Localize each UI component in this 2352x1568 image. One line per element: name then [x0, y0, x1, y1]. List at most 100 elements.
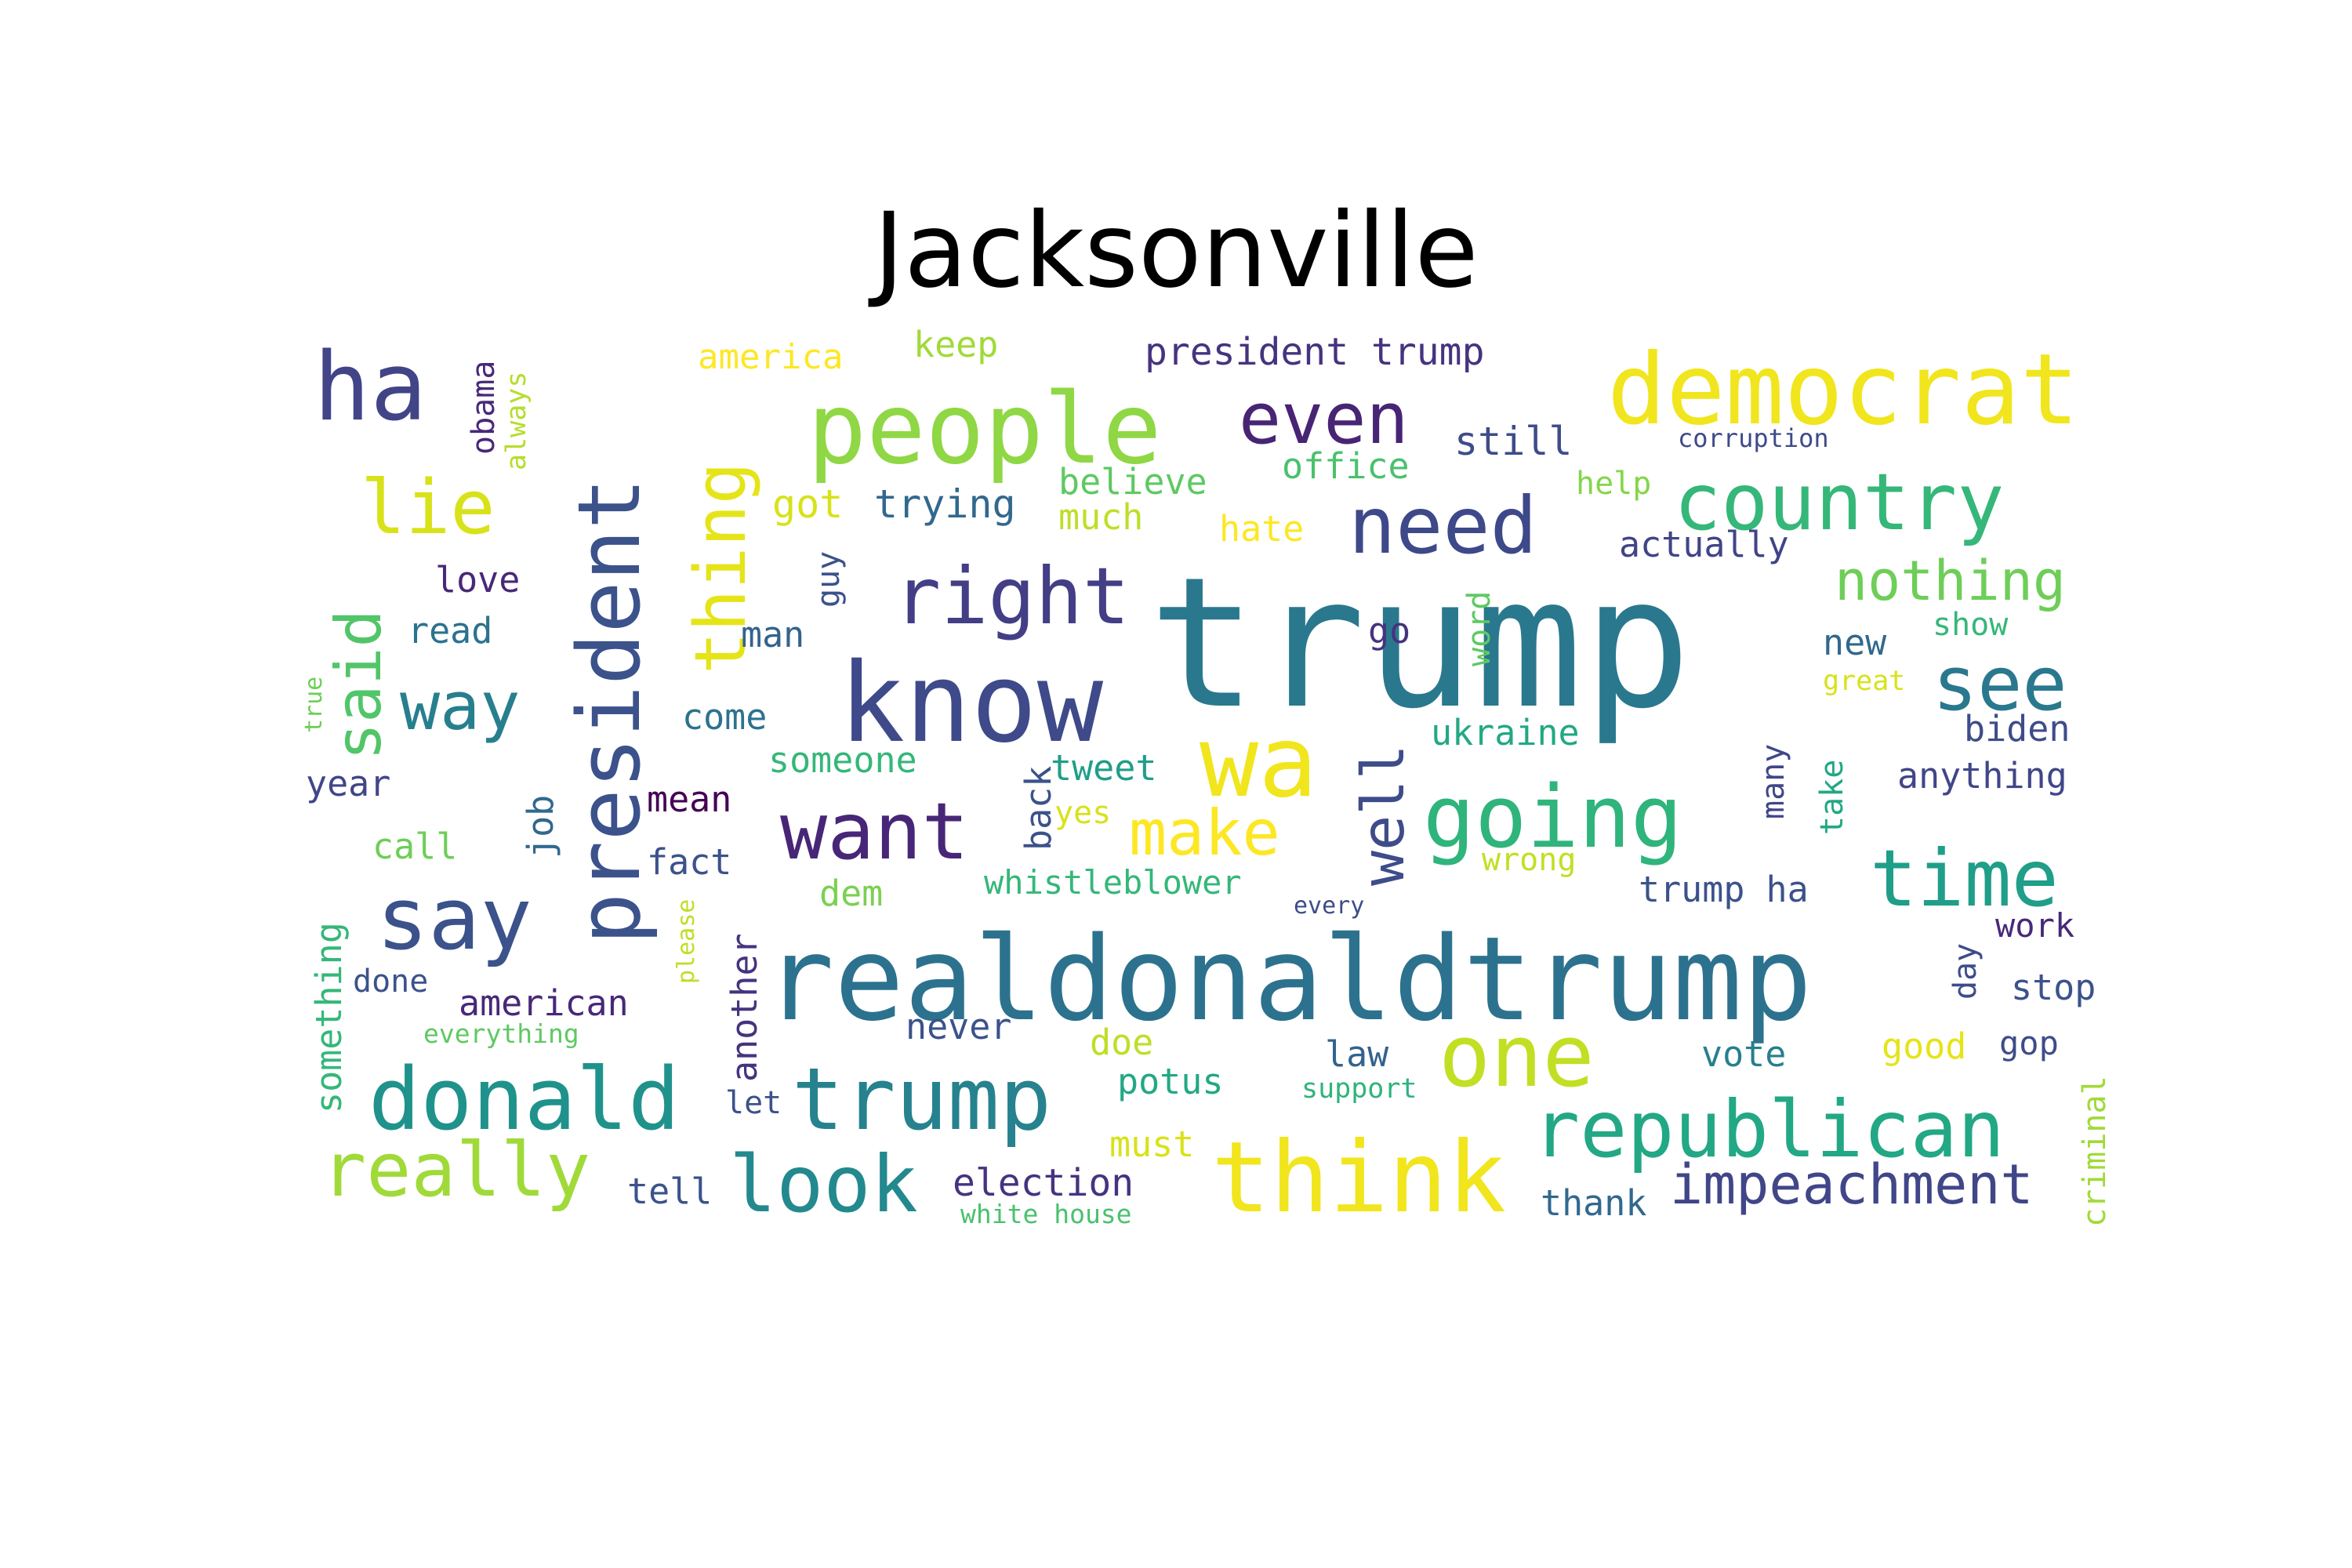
word-whistleblower: whistleblower [984, 863, 1242, 902]
word-always: always [501, 372, 532, 470]
word-know: know [839, 640, 1104, 768]
word-election: election [953, 1161, 1134, 1205]
word-lie: lie [361, 465, 495, 551]
word-white-house: white house [960, 1199, 1132, 1229]
word-see: see [1933, 641, 2067, 728]
word-never: never [906, 1006, 1011, 1047]
word-want: want [780, 786, 969, 877]
word-trump: trump [792, 1049, 1051, 1149]
word-say: say [376, 869, 532, 969]
word-yes: yes [1054, 795, 1111, 831]
word-day: day [1947, 943, 1984, 1000]
word-need: need [1348, 480, 1537, 572]
word-done: done [353, 964, 428, 1000]
word-still: still [1454, 419, 1573, 464]
word-man: man [741, 614, 804, 655]
word-believe: believe [1058, 461, 1207, 503]
word-potus: potus [1117, 1061, 1223, 1102]
word-thing: thing [680, 462, 762, 674]
word-mean: mean [647, 779, 731, 820]
word-true: true [300, 677, 328, 733]
word-well: well [1348, 744, 1417, 886]
word-take: take [1814, 760, 1850, 835]
word-must: must [1109, 1123, 1194, 1165]
word-someone: someone [768, 739, 917, 781]
word-word: word [1461, 591, 1497, 666]
word-fact: fact [647, 841, 731, 883]
word-think: think [1211, 1121, 1506, 1235]
word-going: going [1423, 767, 1682, 867]
word-stop: stop [2011, 967, 2096, 1008]
word-another: another [724, 933, 765, 1082]
word-office: office [1282, 445, 1410, 487]
chart-title: Jacksonville [873, 191, 1479, 311]
word-come: come [682, 696, 767, 738]
word-dem: dem [819, 873, 883, 914]
word-president-trump: president trump [1145, 330, 1484, 374]
word-many: many [1755, 744, 1791, 819]
word-look: look [729, 1138, 918, 1230]
word-tell: tell [627, 1171, 712, 1212]
word-said: said [322, 609, 395, 760]
word-new: new [1823, 622, 1887, 663]
word-obama: obama [466, 361, 502, 455]
word-gop: gop [1999, 1024, 2059, 1062]
word-doe: doe [1090, 1022, 1153, 1063]
word-love: love [435, 559, 520, 601]
word-american: american [459, 982, 629, 1024]
word-one: one [1439, 1006, 1595, 1106]
word-much: much [1058, 496, 1143, 538]
word-president: president [559, 477, 659, 945]
word-go: go [1368, 610, 1410, 652]
word-thank: thank [1541, 1182, 1646, 1224]
word-everything: everything [423, 1018, 579, 1049]
word-ukraine: ukraine [1431, 712, 1580, 753]
word-let: let [725, 1085, 782, 1121]
word-wa: wa [1200, 706, 1318, 819]
word-anything: anything [1897, 755, 2067, 797]
word-wrong: wrong [1482, 842, 1576, 878]
word-democrat: democrat [1607, 333, 2079, 447]
word-guy: guy [811, 551, 847, 608]
word-country: country [1674, 456, 2004, 548]
word-way: way [400, 668, 521, 746]
word-donald: donald [368, 1049, 680, 1149]
word-good: good [1882, 1025, 1966, 1067]
word-vote: vote [1701, 1033, 1786, 1075]
word-something: something [308, 922, 350, 1113]
word-biden: biden [1964, 708, 2070, 750]
word-time: time [1870, 833, 2059, 924]
word-every: every [1294, 892, 1364, 920]
word-tweet: tweet [1051, 747, 1156, 789]
word-support: support [1301, 1073, 1417, 1105]
word-help: help [1576, 466, 1651, 502]
word-trying: trying [874, 481, 1016, 527]
word-keep: keep [913, 324, 998, 365]
word-even: even [1239, 378, 1409, 460]
word-hate: hate [1219, 508, 1304, 550]
word-read: read [408, 610, 492, 652]
word-really: really [321, 1127, 590, 1214]
word-please: please [673, 899, 700, 984]
word-law: law [1325, 1033, 1389, 1075]
word-work: work [1995, 906, 2074, 945]
word-job: job [520, 795, 561, 858]
word-trump: trump [1149, 539, 1691, 749]
word-ha: ha [314, 333, 427, 442]
word-great: great [1823, 666, 1905, 697]
word-trump-ha: trump ha [1639, 869, 1809, 910]
word-right: right [894, 550, 1130, 642]
word-back: back [1018, 766, 1059, 851]
word-people: people [808, 372, 1162, 486]
word-realdonaldtrump: realdonaldtrump [764, 912, 1813, 1047]
word-actually: actually [1619, 524, 1789, 565]
word-make: make [1129, 797, 1280, 869]
word-corruption: corruption [1678, 423, 1829, 453]
word-republican: republican [1533, 1083, 2005, 1175]
word-america: america [698, 337, 843, 377]
word-show: show [1933, 607, 2009, 643]
word-got: got [772, 481, 843, 527]
word-year: year [306, 763, 390, 804]
